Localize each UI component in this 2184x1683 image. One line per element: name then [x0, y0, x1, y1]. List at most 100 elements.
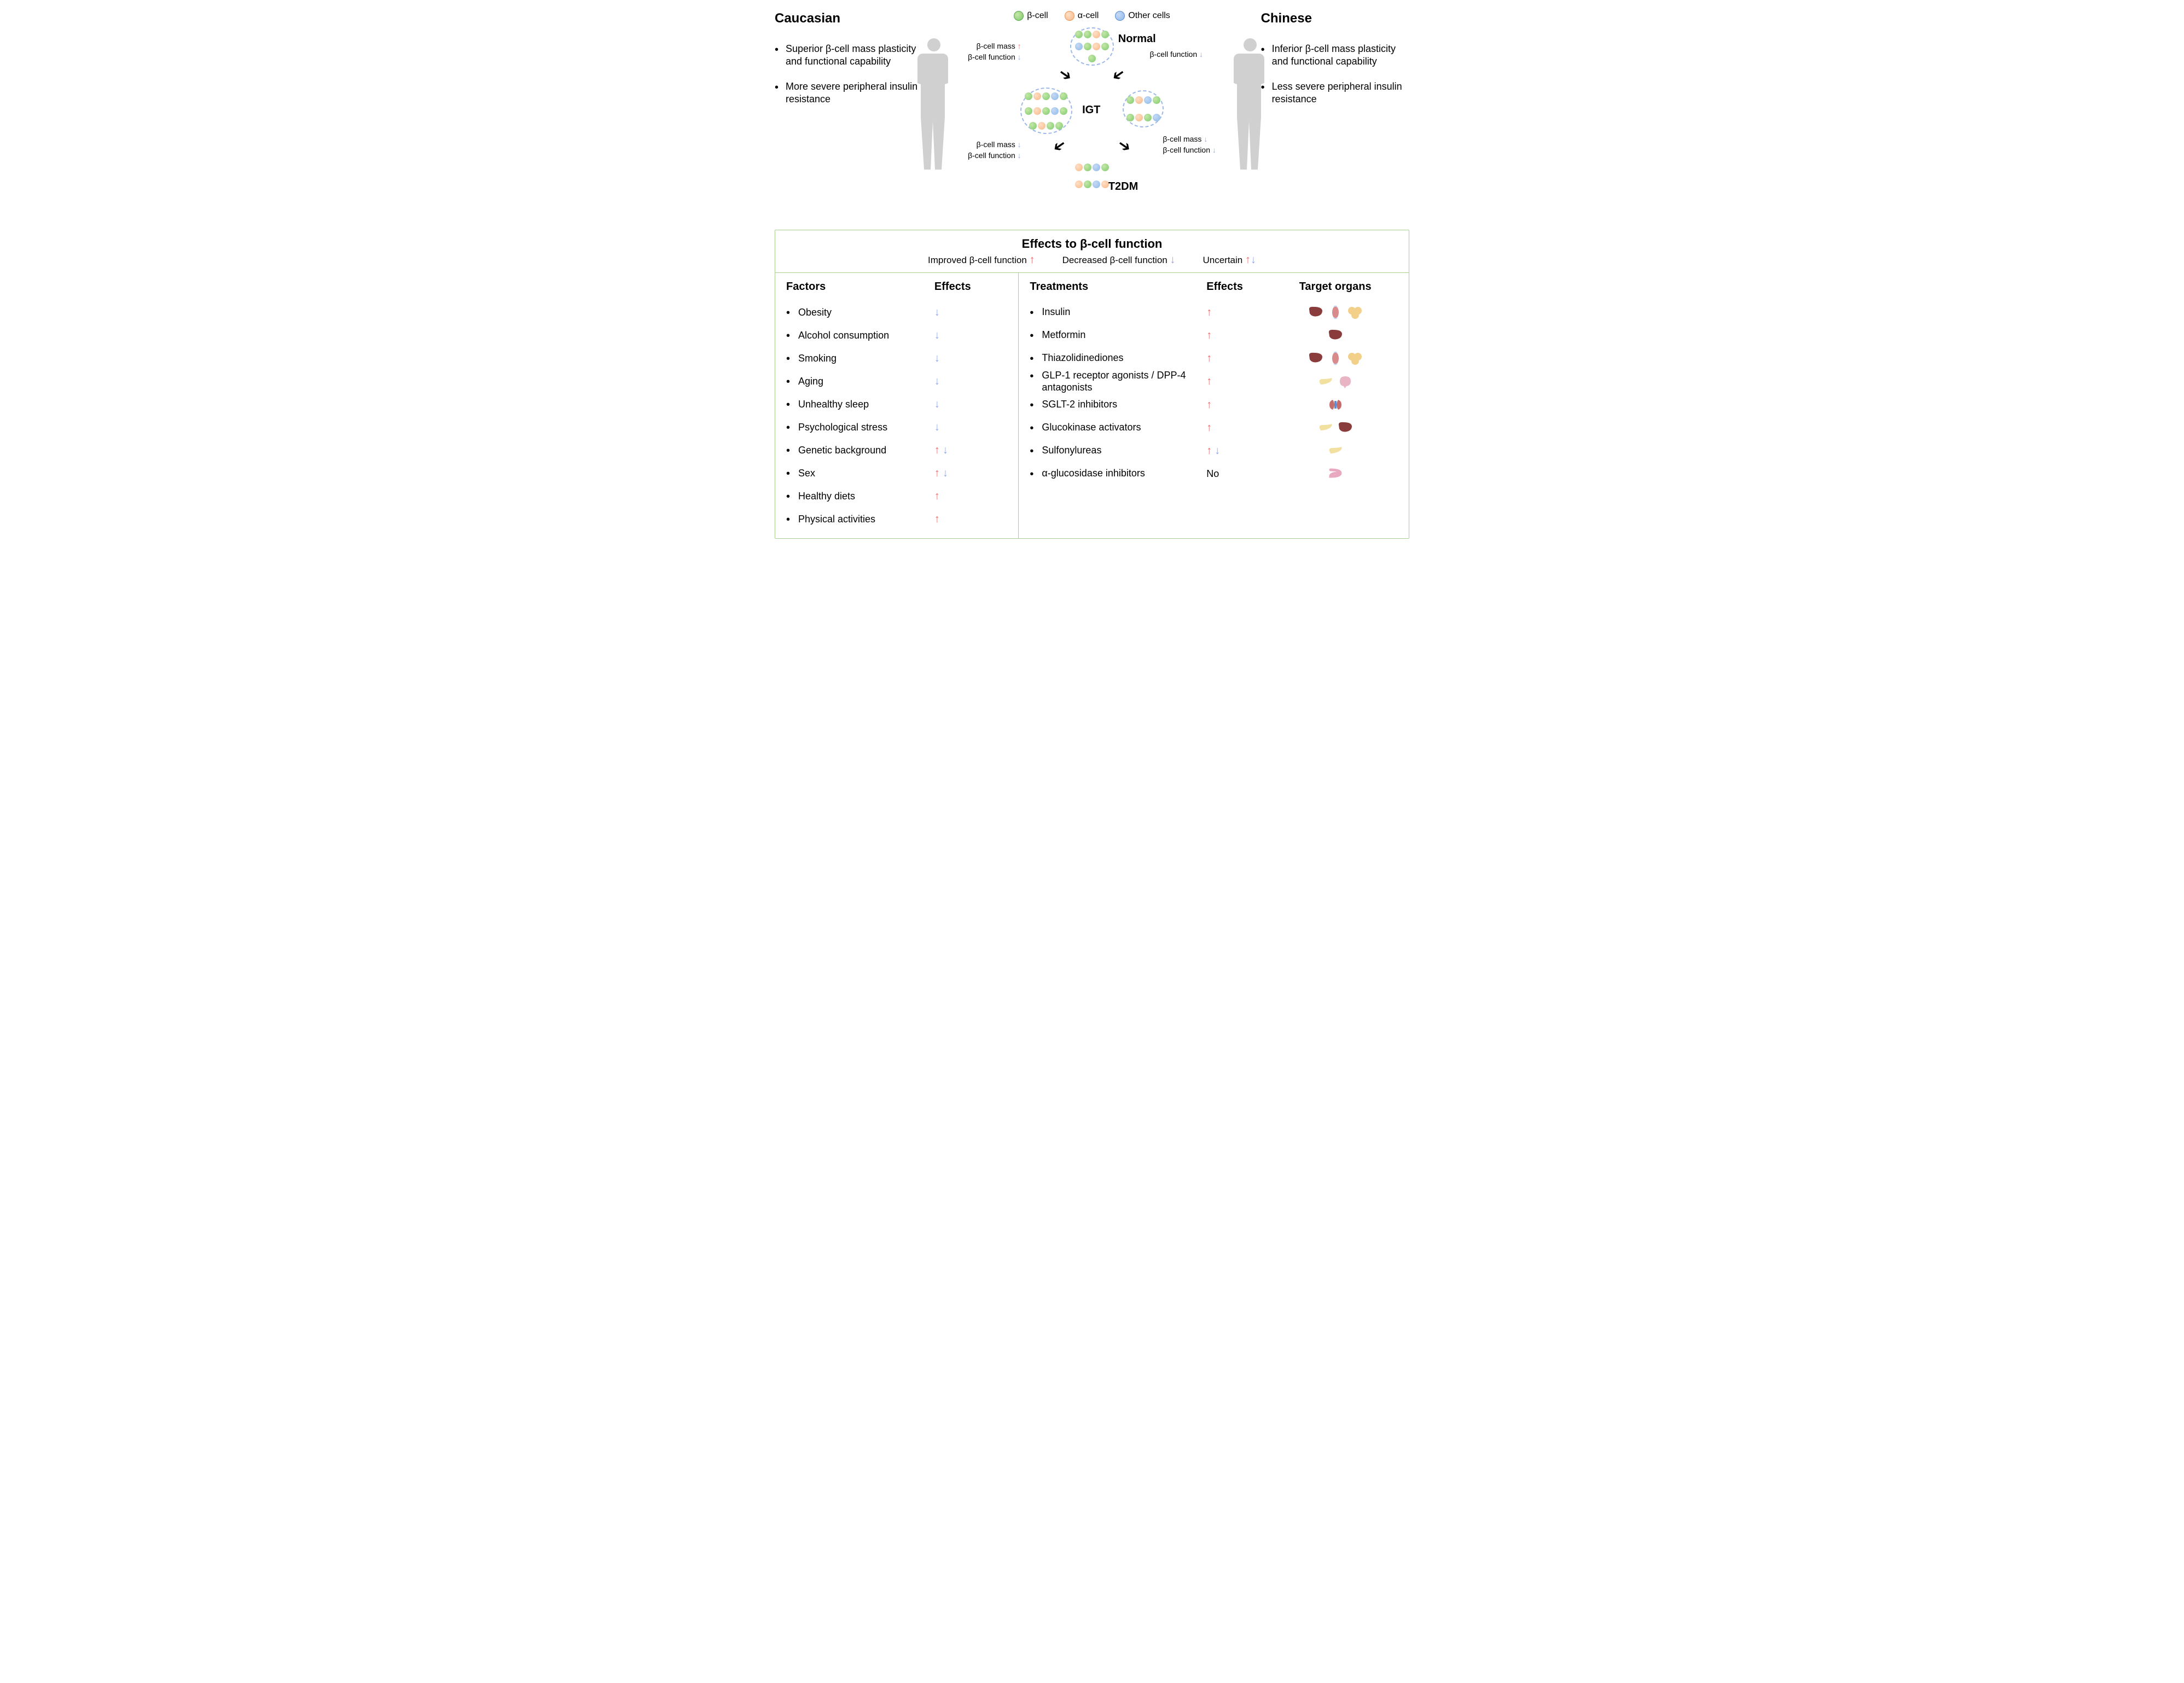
legend-uncertain: Uncertain ↑↓ — [1203, 254, 1256, 266]
treatment-row: SGLT-2 inhibitors↑ — [1030, 393, 1398, 416]
factor-row: Alcohol consumption↓ — [786, 324, 1007, 347]
up-arrow-icon: ↑ — [1206, 307, 1212, 318]
body-silhouette-icon — [912, 38, 956, 170]
anno-chinese-normal-igt: β-cell function ↓ — [1149, 49, 1203, 60]
factor-effect: ↓ — [934, 422, 1007, 433]
up-arrow-icon: ↑ — [934, 514, 940, 525]
treatments-header-row: Treatments Effects Target organs — [1030, 281, 1398, 293]
factor-row: Psychological stress↓ — [786, 416, 1007, 439]
treatment-effect: ↑ — [1206, 376, 1273, 387]
fat-icon — [1347, 305, 1363, 319]
factor-row: Smoking↓ — [786, 347, 1007, 370]
treatment-row: Metformin↑ — [1030, 324, 1398, 347]
factor-effect: ↓ — [934, 330, 1007, 341]
factors-header: Factors — [786, 281, 934, 293]
brain-icon — [1337, 375, 1354, 389]
caucasian-bullets: Superior β-cell mass plasticity and func… — [775, 43, 923, 106]
treatment-name: α-glucosidase inhibitors — [1030, 468, 1206, 480]
treatments-column: Treatments Effects Target organs Insulin… — [1019, 273, 1409, 538]
factor-name: Alcohol consumption — [786, 330, 934, 341]
treatment-row: Sulfonylureas↑ ↓ — [1030, 439, 1398, 462]
progression-diagram: β-cell α-cell Other cells — [928, 11, 1255, 219]
treatment-organs — [1273, 444, 1398, 458]
factor-name: Genetic background — [786, 445, 934, 456]
down-arrow-icon: ↓ — [934, 307, 940, 318]
treatment-name: Metformin — [1030, 329, 1206, 341]
treatment-effect: ↑ — [1206, 399, 1273, 411]
treatment-name: Sulfonylureas — [1030, 445, 1206, 457]
alpha-cell-legend: α-cell — [1065, 11, 1099, 21]
progression-arrow-icon: ➔ — [1055, 63, 1076, 85]
down-arrow-icon: ↓ — [1170, 254, 1175, 265]
down-arrow-icon: ↓ — [1204, 135, 1207, 143]
up-arrow-icon: ↑ — [1206, 445, 1212, 456]
cell-type-legend: β-cell α-cell Other cells — [928, 11, 1255, 21]
factor-effect: ↑ ↓ — [934, 468, 1007, 479]
factor-effect: ↑ — [934, 514, 1007, 525]
factor-row: Sex↑ ↓ — [786, 462, 1007, 485]
factor-name: Physical activities — [786, 514, 934, 525]
effects-header: Effects to β-cell function Improved β-ce… — [775, 230, 1409, 273]
treatment-name: SGLT-2 inhibitors — [1030, 399, 1206, 411]
up-arrow-icon: ↑ — [934, 468, 940, 479]
liver-icon — [1308, 351, 1324, 365]
caucasian-bullet: More severe peripheral insulin resistanc… — [775, 80, 923, 106]
pancreas-icon — [1317, 375, 1334, 389]
up-arrow-icon: ↑ — [1206, 330, 1212, 341]
chinese-bullet: Inferior β-cell mass plasticity and func… — [1261, 43, 1409, 68]
down-arrow-icon: ↓ — [1018, 140, 1021, 149]
legend-decreased: Decreased β-cell function ↓ — [1062, 254, 1176, 266]
other-cell-label: Other cells — [1128, 11, 1170, 21]
islet-igt-chinese — [1123, 90, 1164, 127]
down-arrow-icon: ↓ — [934, 399, 940, 410]
caucasian-column: Caucasian Superior β-cell mass plasticit… — [775, 11, 923, 219]
factor-row: Genetic background↑ ↓ — [786, 439, 1007, 462]
treatments-rows: Insulin↑Metformin↑Thiazolidinediones↑GLP… — [1030, 301, 1398, 485]
islet-normal — [1070, 27, 1114, 66]
beta-cell-icon — [1014, 11, 1024, 21]
fat-icon — [1347, 351, 1363, 365]
treatment-effect: ↑ — [1206, 307, 1273, 318]
anno-caucasian-normal-igt: β-cell mass ↑ β-cell function ↓ — [968, 41, 1021, 62]
down-arrow-icon: ↓ — [1018, 151, 1021, 160]
chinese-bullets: Inferior β-cell mass plasticity and func… — [1261, 43, 1409, 106]
effects-grid: Factors Effects Obesity↓Alcohol consumpt… — [775, 273, 1409, 538]
beta-cell-legend: β-cell — [1014, 11, 1048, 21]
treatment-organs — [1273, 421, 1398, 435]
islet-igt-caucasian — [1020, 88, 1072, 134]
anno-caucasian-igt-t2dm: β-cell mass ↓ β-cell function ↓ — [968, 139, 1021, 161]
treatment-effect: ↑ — [1206, 353, 1273, 364]
treatment-row: Glucokinase activators↑ — [1030, 416, 1398, 439]
down-arrow-icon: ↓ — [1251, 254, 1256, 265]
up-arrow-icon: ↑ — [1030, 254, 1035, 265]
factor-name: Smoking — [786, 353, 934, 364]
muscle-icon — [1327, 351, 1344, 365]
down-arrow-icon: ↓ — [934, 330, 940, 341]
down-arrow-icon: ↓ — [943, 445, 948, 456]
factor-name: Unhealthy sleep — [786, 399, 934, 410]
factor-row: Healthy diets↑ — [786, 485, 1007, 508]
effects-legend: Improved β-cell function ↑ Decreased β-c… — [775, 254, 1409, 270]
factor-name: Healthy diets — [786, 491, 934, 502]
liver-icon — [1337, 421, 1354, 435]
factor-name: Aging — [786, 376, 934, 387]
down-arrow-icon: ↓ — [934, 353, 940, 364]
factor-row: Aging↓ — [786, 370, 1007, 393]
anno-chinese-igt-t2dm: β-cell mass ↓ β-cell function ↓ — [1163, 134, 1216, 155]
muscle-icon — [1327, 305, 1344, 319]
factor-effect: ↓ — [934, 399, 1007, 410]
treatments-effects-header: Effects — [1206, 281, 1273, 293]
treatment-organs — [1273, 351, 1398, 365]
other-cell-icon — [1115, 11, 1125, 21]
effects-title: Effects to β-cell function — [775, 237, 1409, 251]
caucasian-bullet: Superior β-cell mass plasticity and func… — [775, 43, 923, 68]
treatment-effect: ↑ ↓ — [1206, 445, 1273, 457]
alpha-cell-icon — [1065, 11, 1074, 21]
treatment-organs — [1273, 328, 1398, 342]
pathophysiology-diagram: Caucasian Superior β-cell mass plasticit… — [775, 11, 1409, 219]
islet-t2dm — [1073, 159, 1111, 193]
factor-effect: ↓ — [934, 353, 1007, 364]
treatment-name: Glucokinase activators — [1030, 422, 1206, 434]
stage-t2dm-label: T2DM — [1108, 180, 1138, 193]
factors-rows: Obesity↓Alcohol consumption↓Smoking↓Agin… — [786, 301, 1007, 531]
